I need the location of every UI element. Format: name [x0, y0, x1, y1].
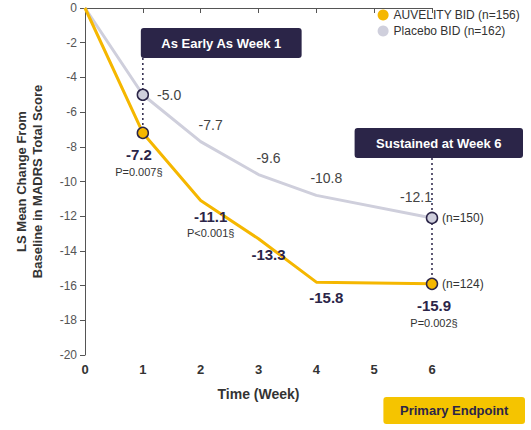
svg-text:-15.9: -15.9: [417, 297, 451, 314]
svg-text:P<0.001§: P<0.001§: [187, 227, 234, 239]
svg-text:-7.7: -7.7: [199, 117, 223, 133]
svg-text:Placebo BID (n=162): Placebo BID (n=162): [394, 24, 506, 38]
svg-text:P=0.007§: P=0.007§: [115, 166, 162, 178]
svg-text:P=0.002§: P=0.002§: [410, 317, 457, 329]
svg-text:-16: -16: [60, 279, 78, 293]
svg-text:-12.1: -12.1: [400, 189, 432, 205]
svg-text:-20: -20: [60, 348, 78, 362]
svg-text:-18: -18: [60, 313, 78, 327]
svg-text:3: 3: [255, 362, 262, 377]
svg-text:-12: -12: [60, 209, 78, 223]
svg-text:4: 4: [313, 362, 321, 377]
svg-text:5: 5: [371, 362, 378, 377]
svg-text:-14: -14: [60, 244, 78, 258]
svg-text:0: 0: [70, 1, 77, 15]
svg-text:(n=124): (n=124): [442, 277, 484, 291]
svg-text:-10.8: -10.8: [310, 170, 342, 186]
svg-text:2: 2: [197, 362, 204, 377]
svg-text:Primary Endpoint: Primary Endpoint: [400, 403, 509, 418]
svg-text:-13.3: -13.3: [251, 246, 285, 263]
svg-text:-4: -4: [66, 70, 77, 84]
svg-text:Time (Week): Time (Week): [218, 386, 300, 402]
svg-text:-15.8: -15.8: [309, 289, 343, 306]
svg-text:6: 6: [428, 362, 435, 377]
svg-text:-10: -10: [60, 175, 78, 189]
svg-text:-2: -2: [66, 36, 77, 50]
svg-text:-9.6: -9.6: [256, 150, 280, 166]
svg-text:-8: -8: [66, 140, 77, 154]
svg-text:0: 0: [81, 362, 88, 377]
svg-text:-11.1: -11.1: [194, 208, 227, 225]
svg-text:1: 1: [139, 362, 146, 377]
svg-text:-5.0: -5.0: [157, 87, 181, 103]
svg-text:-6: -6: [66, 105, 77, 119]
svg-text:AUVELITY BID (n=156): AUVELITY BID (n=156): [394, 8, 520, 22]
svg-text:LS Mean Change From: LS Mean Change From: [14, 111, 29, 252]
svg-text:-7.2: -7.2: [126, 146, 152, 163]
svg-text:Sustained at Week 6: Sustained at Week 6: [376, 136, 501, 151]
svg-text:(n=150): (n=150): [442, 211, 484, 225]
svg-text:As Early As Week 1: As Early As Week 1: [161, 36, 281, 51]
svg-text:Baseline in MADRS Total Score: Baseline in MADRS Total Score: [30, 85, 45, 278]
